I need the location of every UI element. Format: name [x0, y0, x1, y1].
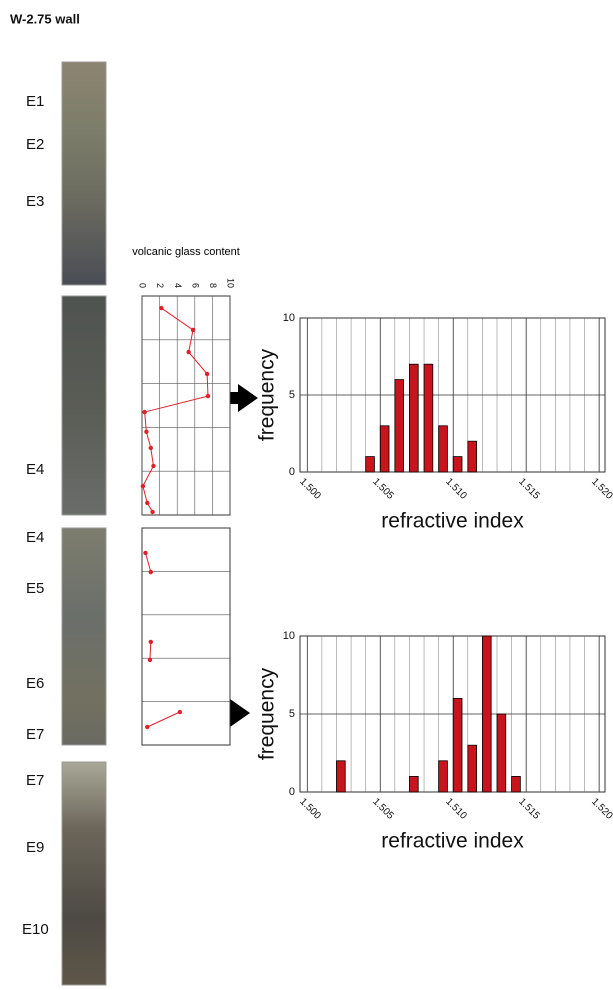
series-line [145, 552, 152, 573]
data-point [144, 429, 149, 434]
x-tick-label: 1.505 [370, 476, 396, 502]
data-point [177, 709, 183, 715]
bar [438, 760, 448, 793]
data-point [205, 393, 211, 399]
glass-title: volcanic glass content [132, 246, 240, 258]
data-point [142, 409, 147, 415]
core-label: E7 [26, 772, 44, 789]
series-line [149, 641, 152, 660]
core-label: E10 [22, 921, 49, 938]
core-label: E6 [26, 675, 44, 692]
core-label: E2 [26, 136, 44, 153]
x-axis-label: refractive index [381, 510, 524, 533]
y-tick-label: 0 [289, 466, 295, 478]
series-line [142, 307, 209, 513]
plot-frame [141, 527, 231, 746]
data-point [190, 327, 196, 333]
data-point [159, 305, 164, 311]
bar [365, 456, 375, 473]
arrow [217, 384, 258, 412]
x-tick-label: 1.515 [516, 476, 542, 502]
x-tick-label: 6 [190, 283, 200, 288]
data-point [151, 463, 156, 469]
page-title: W-2.75 wall [10, 11, 80, 26]
bar [467, 744, 477, 793]
x-tick-label: 2 [155, 283, 165, 288]
y-tick-label: 10 [283, 312, 295, 324]
y-axis-label: frequency [256, 667, 279, 760]
data-point [147, 657, 153, 663]
bar [336, 760, 346, 793]
core-label: E4 [26, 529, 44, 546]
bar [423, 363, 434, 473]
y-tick-label: 5 [289, 708, 295, 720]
x-tick-label: 4 [173, 283, 183, 288]
core-photo [61, 295, 107, 516]
bar [496, 713, 507, 793]
core-label: E3 [26, 193, 44, 210]
x-tick-label: 0 [138, 283, 148, 288]
core-label: E7 [26, 726, 44, 743]
bar [452, 456, 463, 473]
x-tick-label: 1.520 [589, 796, 613, 822]
bar [467, 440, 477, 473]
core-photo [61, 61, 107, 286]
x-tick-label: 8 [208, 283, 218, 288]
bar [438, 425, 448, 473]
x-tick-label: 1.510 [443, 796, 469, 822]
data-point [148, 445, 153, 451]
data-point [186, 349, 191, 355]
data-point [148, 569, 153, 575]
y-tick-label: 0 [289, 786, 295, 798]
core-label: E5 [26, 580, 44, 597]
bar [511, 776, 521, 793]
series-line [147, 711, 181, 728]
x-tick-label: 1.500 [297, 476, 323, 502]
bar [482, 635, 492, 793]
core-photo [61, 761, 107, 986]
y-tick-label: 5 [289, 389, 295, 401]
bar [409, 363, 419, 473]
x-tick-label: 1.510 [443, 476, 469, 502]
core-label: E9 [26, 839, 44, 856]
bar [394, 379, 405, 473]
data-point [148, 639, 153, 645]
data-point [145, 724, 150, 730]
plot-frame [141, 295, 231, 516]
bar [379, 425, 390, 473]
x-tick-label: 1.500 [297, 796, 323, 822]
y-tick-label: 10 [283, 630, 295, 642]
data-point [150, 509, 155, 515]
core-label: E4 [26, 461, 44, 478]
data-point [140, 483, 146, 489]
x-tick-label: 10 [226, 278, 236, 288]
x-tick-label: 1.505 [370, 796, 396, 822]
core-photo [61, 527, 107, 746]
core-label: E1 [26, 93, 44, 110]
x-tick-label: 1.520 [589, 476, 613, 502]
data-point [143, 550, 148, 556]
bar [452, 698, 463, 793]
x-tick-label: 1.515 [516, 796, 542, 822]
bar [409, 776, 419, 793]
data-point [204, 371, 210, 377]
y-axis-label: frequency [256, 348, 279, 441]
x-axis-label: refractive index [381, 830, 524, 853]
data-point [145, 500, 150, 506]
